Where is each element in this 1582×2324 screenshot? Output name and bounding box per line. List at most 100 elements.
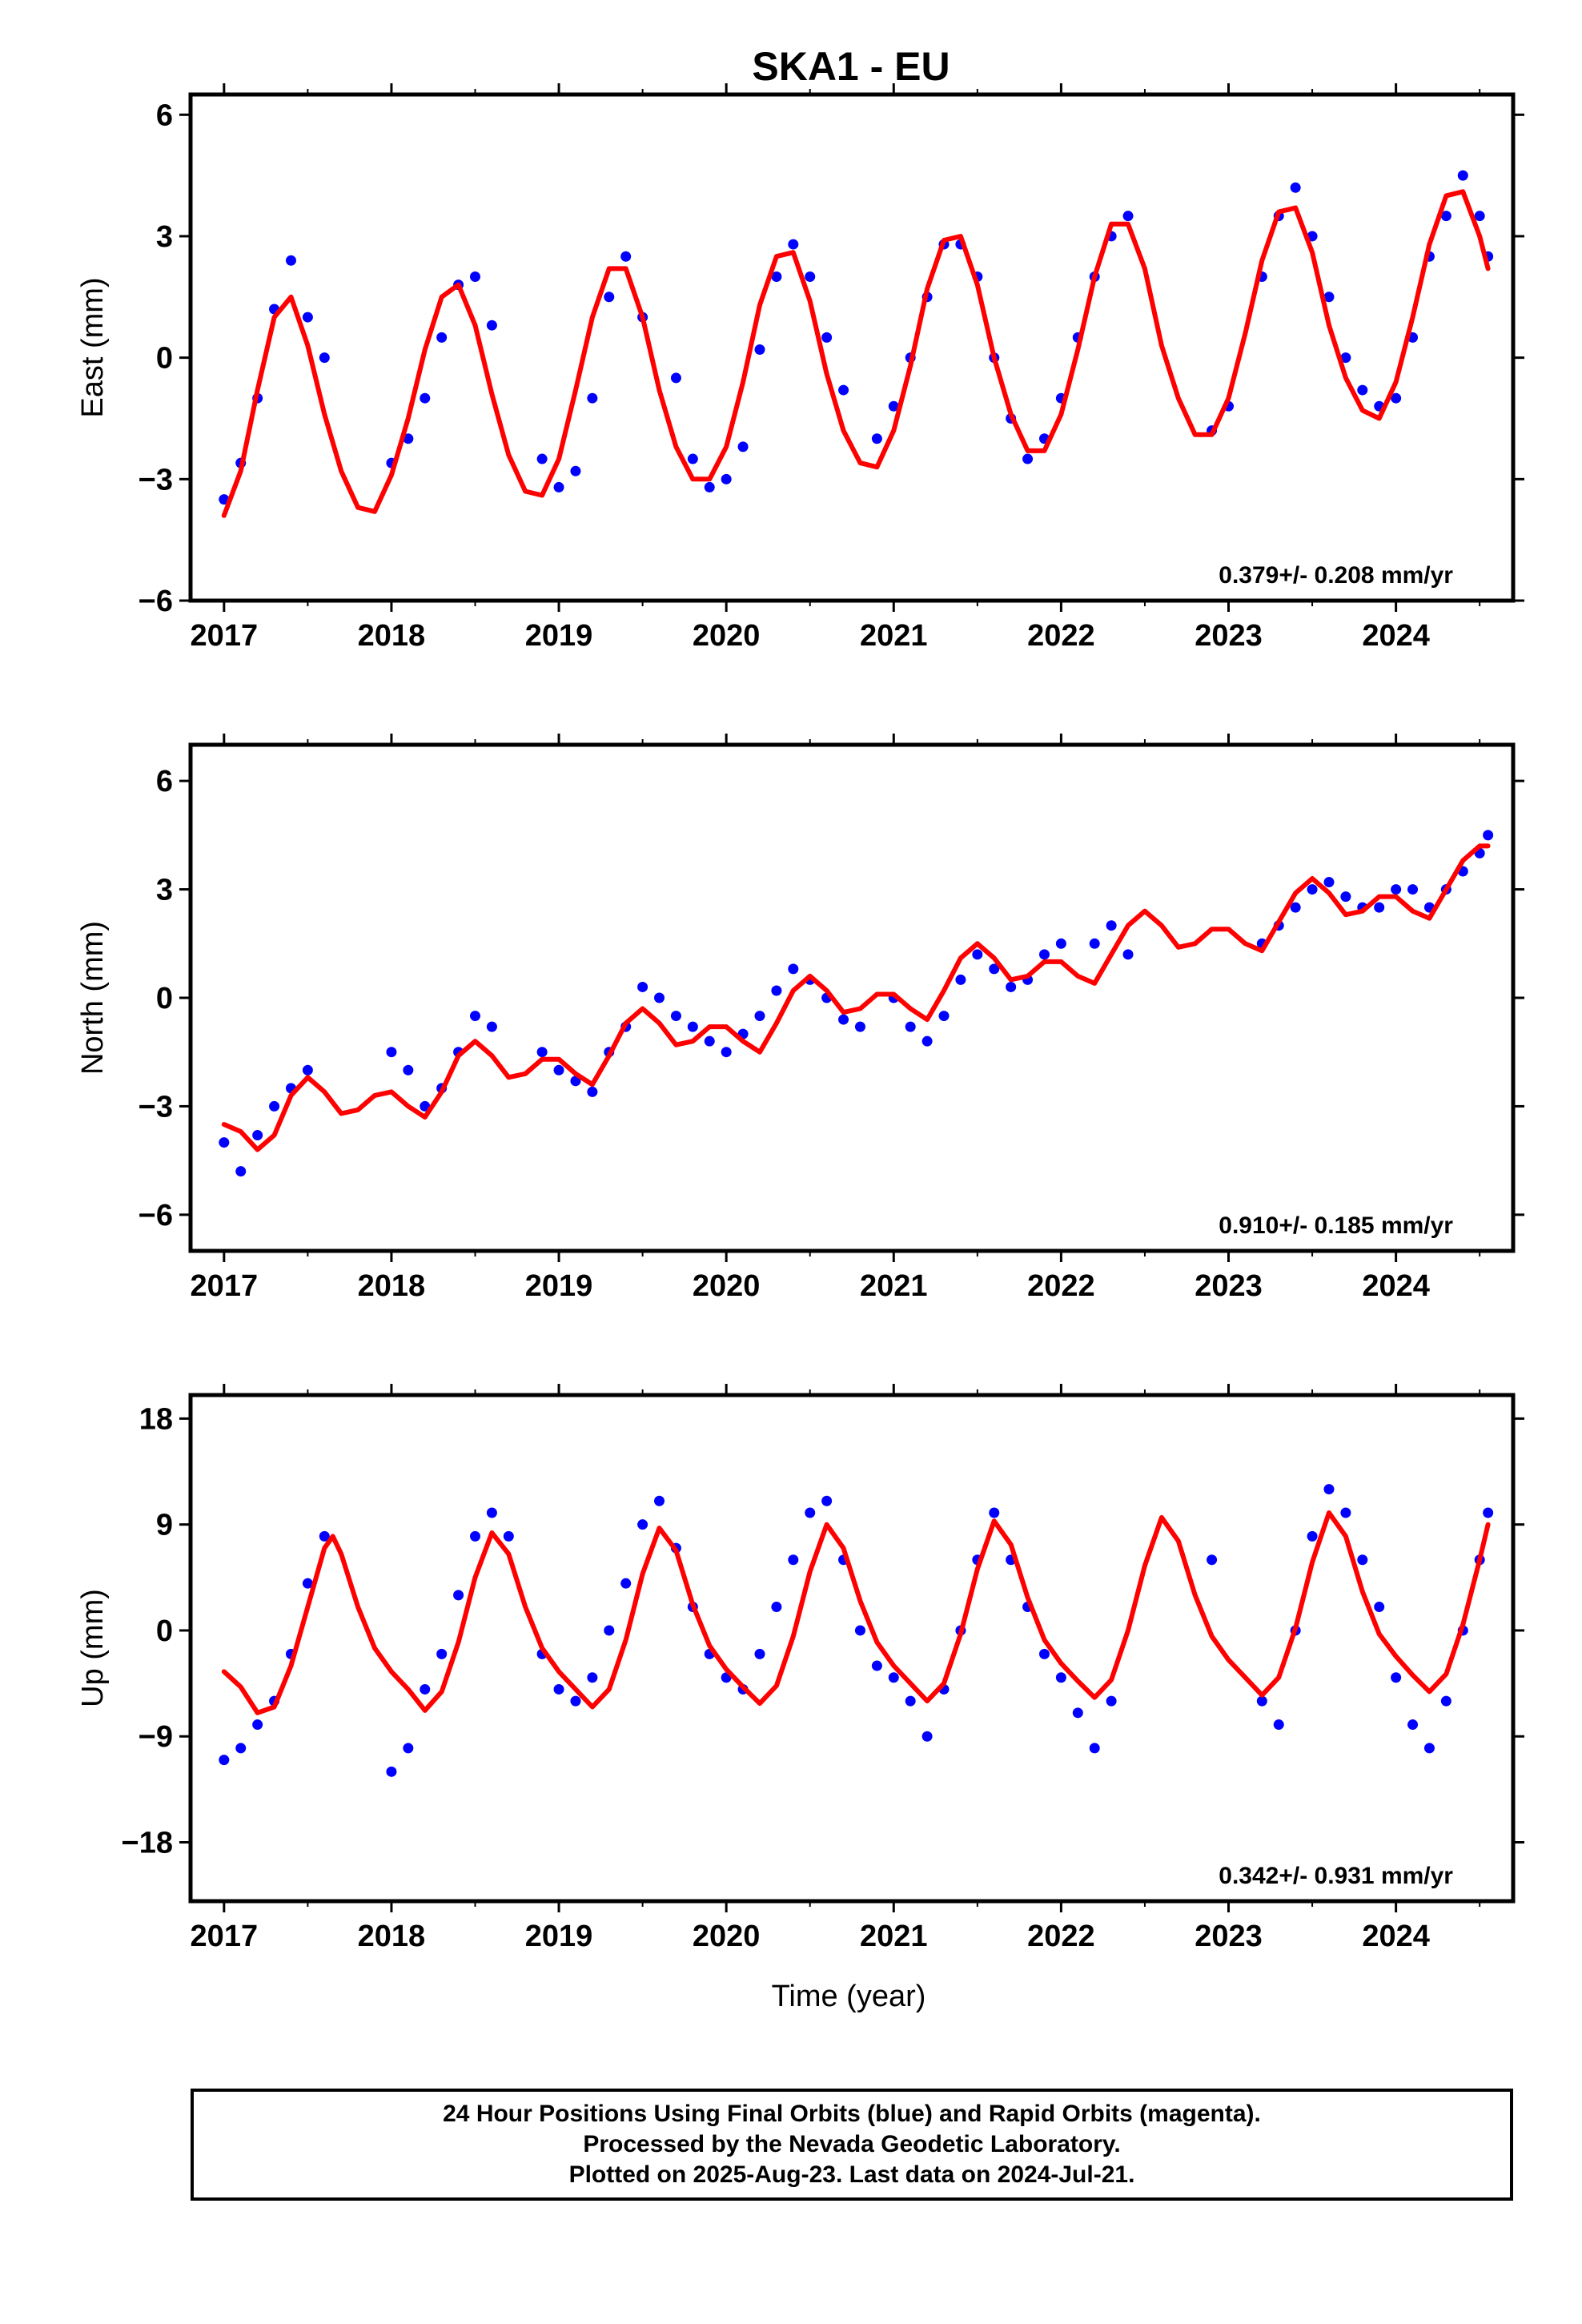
- north-data-point: [654, 992, 665, 1003]
- up-data-point: [469, 1530, 480, 1542]
- east-data-point: [1391, 392, 1402, 404]
- up-data-point: [436, 1648, 448, 1659]
- up-data-point: [1374, 1602, 1385, 1613]
- east-x-tick-label: 2020: [693, 619, 761, 653]
- north-data-point: [921, 1035, 933, 1047]
- east-data-point: [704, 481, 715, 493]
- up-data-point: [788, 1554, 799, 1566]
- north-data-point: [1290, 902, 1301, 913]
- up-data-point: [905, 1695, 916, 1707]
- east-data-point: [319, 352, 330, 364]
- up-data-point: [1323, 1484, 1335, 1495]
- up-data-point: [1072, 1707, 1083, 1719]
- up-data-point: [921, 1731, 933, 1742]
- up-data-point: [771, 1602, 782, 1613]
- east-data-point: [436, 332, 448, 343]
- east-data-point: [871, 433, 882, 444]
- north-data-point: [420, 1100, 431, 1112]
- east-data-point: [1440, 211, 1452, 222]
- north-data-point: [386, 1047, 397, 1058]
- up-data-point: [1055, 1672, 1066, 1683]
- east-y-tick-label: 6: [156, 99, 173, 132]
- east-data-point: [553, 481, 564, 493]
- east-x-tick-label: 2024: [1362, 619, 1430, 653]
- east-data-point: [403, 433, 414, 444]
- up-data-point: [1440, 1695, 1452, 1707]
- up-data-point: [587, 1672, 598, 1683]
- east-frame: [188, 92, 1516, 603]
- east-data-point: [536, 453, 548, 464]
- north-data-point: [1038, 949, 1050, 960]
- east-y-tick-label: −3: [139, 463, 173, 497]
- up-data-point: [453, 1590, 464, 1601]
- up-data-point: [1407, 1719, 1419, 1731]
- up-data-point: [1307, 1530, 1318, 1542]
- east-data-point: [754, 344, 765, 356]
- east-data-point: [1122, 211, 1134, 222]
- east-data-point: [670, 372, 681, 384]
- up-data-point: [888, 1672, 899, 1683]
- east-model-line: [221, 189, 1491, 518]
- up-y-tick-label: 0: [156, 1614, 173, 1648]
- east-data-point: [821, 332, 833, 343]
- north-data-point: [587, 1086, 598, 1097]
- chart-title: SKA1 - EU: [752, 44, 950, 89]
- footer-line-1: 24 Hour Positions Using Final Orbits (bl…: [443, 2101, 1261, 2127]
- east-plot-area: [219, 170, 1494, 518]
- up-data-point: [871, 1660, 882, 1671]
- east-data-point: [1022, 453, 1034, 464]
- north-x-tick-label: 2017: [191, 1269, 259, 1303]
- up-data-point: [1106, 1695, 1117, 1707]
- east-x-tick-label: 2023: [1195, 619, 1263, 653]
- x-axis-label: Time (year): [772, 1980, 926, 2013]
- east-data-point: [1323, 292, 1335, 303]
- north-rate-label: 0.910+/- 0.185 mm/yr: [1219, 1212, 1453, 1239]
- up-y-tick-label: 9: [156, 1509, 173, 1542]
- north-data-point: [302, 1064, 313, 1076]
- north-data-point: [536, 1047, 548, 1058]
- north-data-point: [955, 974, 966, 985]
- east-x-tick-label: 2022: [1027, 619, 1095, 653]
- east-data-point: [788, 239, 799, 250]
- up-data-point: [989, 1507, 1000, 1518]
- east-data-point: [771, 271, 782, 283]
- north-data-point: [219, 1137, 230, 1148]
- up-data-point: [1089, 1743, 1100, 1754]
- north-data-point: [1106, 920, 1117, 931]
- north-data-point: [938, 1011, 950, 1022]
- east-data-point: [1340, 352, 1351, 364]
- north-data-point: [252, 1130, 263, 1141]
- up-data-point: [654, 1495, 665, 1506]
- up-y-tick-label: −9: [139, 1720, 173, 1754]
- north-data-point: [403, 1064, 414, 1076]
- up-frame: [188, 1393, 1516, 1904]
- north-data-point: [486, 1021, 497, 1032]
- up-y-tick-label: 18: [139, 1402, 173, 1436]
- north-x-tick-label: 2021: [860, 1269, 928, 1303]
- up-data-point: [1357, 1554, 1368, 1566]
- north-data-point: [1340, 891, 1351, 903]
- east-data-point: [838, 384, 849, 396]
- north-data-point: [704, 1035, 715, 1047]
- east-x-tick-label: 2019: [525, 619, 593, 653]
- east-data-point: [737, 441, 749, 452]
- east-data-point: [302, 312, 313, 323]
- up-panel: 2017 2018 2019 2020 2021 2022 2023 2024 18 9 0 −9 −1…: [76, 1384, 1524, 1953]
- up-data-point: [805, 1507, 816, 1518]
- north-data-point: [838, 1014, 849, 1025]
- up-x-tick-label: 2023: [1195, 1920, 1263, 1953]
- east-rate-label: 0.379+/- 0.208 mm/yr: [1219, 562, 1453, 589]
- east-data-point: [604, 292, 615, 303]
- north-y-tick-label: 0: [156, 982, 173, 1015]
- east-data-point: [1474, 211, 1485, 222]
- up-data-point: [604, 1625, 615, 1636]
- up-x-tick-label: 2022: [1027, 1920, 1095, 1953]
- up-y-axis-label: Up (mm): [76, 1589, 110, 1707]
- up-data-point: [1340, 1507, 1351, 1518]
- east-y-axis-label: East (mm): [76, 277, 110, 417]
- north-data-point: [570, 1076, 581, 1087]
- up-data-point: [302, 1578, 313, 1589]
- up-data-point: [252, 1719, 263, 1731]
- east-data-point: [420, 392, 431, 404]
- up-x-tick-label: 2024: [1362, 1920, 1430, 1953]
